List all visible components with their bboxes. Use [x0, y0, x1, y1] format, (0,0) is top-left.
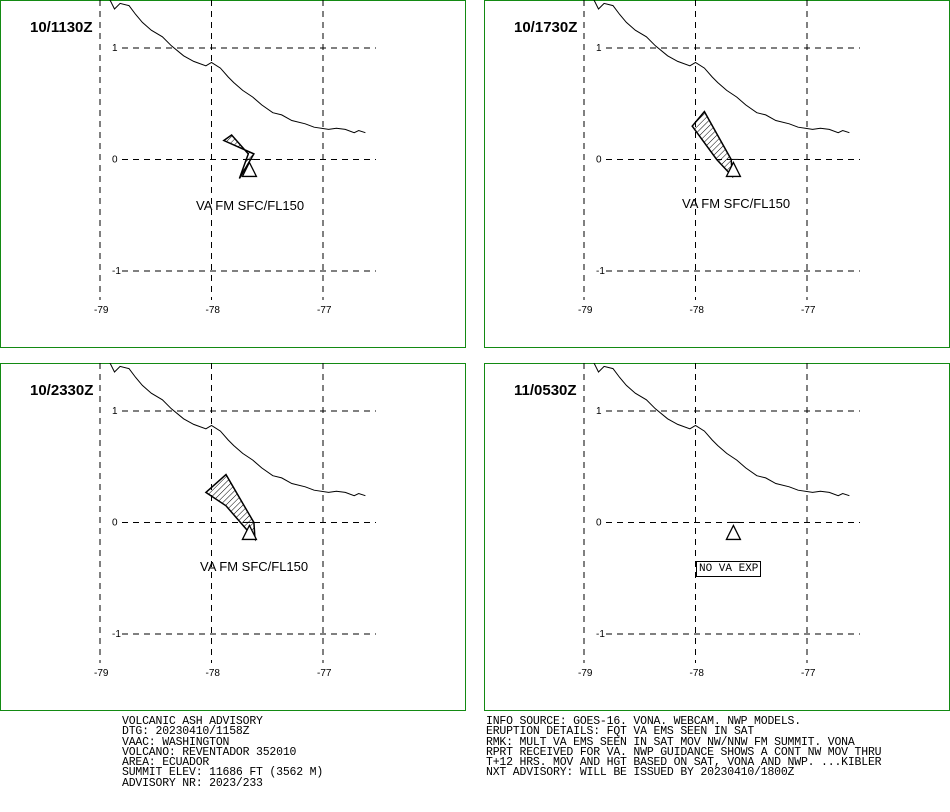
panel-time-label: 10/1130Z — [30, 19, 93, 36]
advisory-line: RMK: MULT VA EMS SEEN IN SAT MOV NW/NNW … — [486, 735, 855, 749]
longitude-tick-label: -78 — [206, 305, 221, 316]
advisory-line: T+12 HRS. MOV AND HGT BASED ON SAT, VONA… — [486, 756, 882, 770]
ash-cloud-polygon — [691, 110, 734, 179]
advisory-line: ERUPTION DETAILS: FQT VA EMS SEEN IN SAT — [486, 725, 755, 739]
coastline — [109, 363, 366, 497]
volcano-icon — [725, 523, 742, 541]
map-svg: -79 -78 -77 1 0 -1 — [484, 363, 950, 711]
latitude-tick-label: 1 — [596, 43, 602, 54]
advisory-left-text: VOLCANIC ASH ADVISORY DTG: 20230410/1158… — [122, 715, 324, 790]
panel-time-label: 10/2330Z — [30, 382, 94, 399]
latitude-tick-label: 0 — [112, 155, 118, 166]
ash-cloud-polygon — [222, 133, 255, 179]
latitude-tick-label: -1 — [112, 266, 121, 277]
longitude-tick-label: -79 — [578, 305, 593, 316]
advisory-line: AREA: ECUADOR — [122, 756, 210, 770]
panel-border — [484, 0, 950, 348]
longitude-tick-label: -78 — [690, 305, 705, 316]
panel-time-label: 11/0530Z — [514, 382, 577, 399]
coastline — [109, 0, 366, 134]
latitude-tick-label: 0 — [596, 155, 602, 166]
map-panel-3: -79 -78 -77 1 0 -1 10/2330Z VA FM SFC/FL150 — [0, 363, 466, 711]
latitude-tick-label: 1 — [112, 406, 118, 417]
longitude-tick-label: -79 — [578, 668, 593, 679]
map-svg: -79 -78 -77 1 0 -1 — [0, 0, 466, 348]
panel-border — [0, 363, 466, 711]
map-panel-2: -79 -78 -77 1 0 -1 10/1730Z VA FM SFC/FL150 — [484, 0, 950, 348]
longitude-tick-label: -78 — [206, 668, 221, 679]
advisory-line: VOLCANIC ASH ADVISORY — [122, 715, 263, 728]
panel-border — [484, 363, 950, 711]
panel-border — [0, 0, 466, 348]
volcano-icon — [725, 160, 742, 178]
latitude-tick-label: -1 — [596, 266, 605, 277]
advisory-line: NXT ADVISORY: WILL BE ISSUED BY 20230410… — [486, 766, 795, 780]
map-svg: -79 -78 -77 1 0 -1 — [484, 0, 950, 348]
ash-height-label: VA FM SFC/FL150 — [682, 196, 791, 211]
volcano-icon — [241, 160, 258, 178]
latitude-tick-label: 0 — [112, 518, 118, 529]
advisory-line: VOLCANO: REVENTADOR 352010 — [122, 745, 297, 759]
longitude-tick-label: -77 — [317, 305, 332, 316]
advisory-line: DTG: 20230410/1158Z — [122, 725, 250, 739]
latitude-tick-label: 1 — [596, 406, 602, 417]
latitude-tick-label: 0 — [596, 518, 602, 529]
longitude-tick-label: -77 — [801, 668, 816, 679]
coastline — [593, 0, 850, 134]
advisory-line: VAAC: WASHINGTON — [122, 735, 230, 749]
ash-cloud-polygon — [204, 473, 256, 542]
longitude-tick-label: -79 — [94, 668, 109, 679]
advisory-line: SUMMIT ELEV: 11686 FT (3562 M) — [122, 766, 324, 780]
ash-height-label: VA FM SFC/FL150 — [196, 198, 305, 213]
volcano-icon — [241, 523, 258, 541]
advisory-right-text: INFO SOURCE: GOES-16. VONA. WEBCAM. NWP … — [486, 715, 882, 780]
longitude-tick-label: -77 — [801, 305, 816, 316]
map-svg: -79 -78 -77 1 0 -1 — [0, 363, 466, 711]
latitude-tick-label: 1 — [112, 43, 118, 54]
advisory-line: INFO SOURCE: GOES-16. VONA. WEBCAM. NWP … — [486, 715, 801, 728]
longitude-tick-label: -78 — [690, 668, 705, 679]
latitude-tick-label: -1 — [112, 629, 121, 640]
latitude-tick-label: -1 — [596, 629, 605, 640]
map-panel-1: -79 -78 -77 1 0 -1 10/1130Z VA FM SFC/FL150 — [0, 0, 466, 348]
longitude-tick-label: -79 — [94, 305, 109, 316]
map-panel-4: -79 -78 -77 1 0 -1 11/0530Z NO VA EXP — [484, 363, 950, 711]
longitude-tick-label: -77 — [317, 668, 332, 679]
coastline — [593, 363, 850, 497]
ash-height-label: VA FM SFC/FL150 — [200, 559, 309, 574]
no-va-expected-box: NO VA EXP — [696, 561, 762, 577]
panel-time-label: 10/1730Z — [514, 19, 578, 36]
advisory-line: ADVISORY NR: 2023/233 — [122, 776, 263, 790]
advisory-line: RPRT RECEIVED FOR VA. NWP GUIDANCE SHOWS… — [486, 745, 882, 759]
